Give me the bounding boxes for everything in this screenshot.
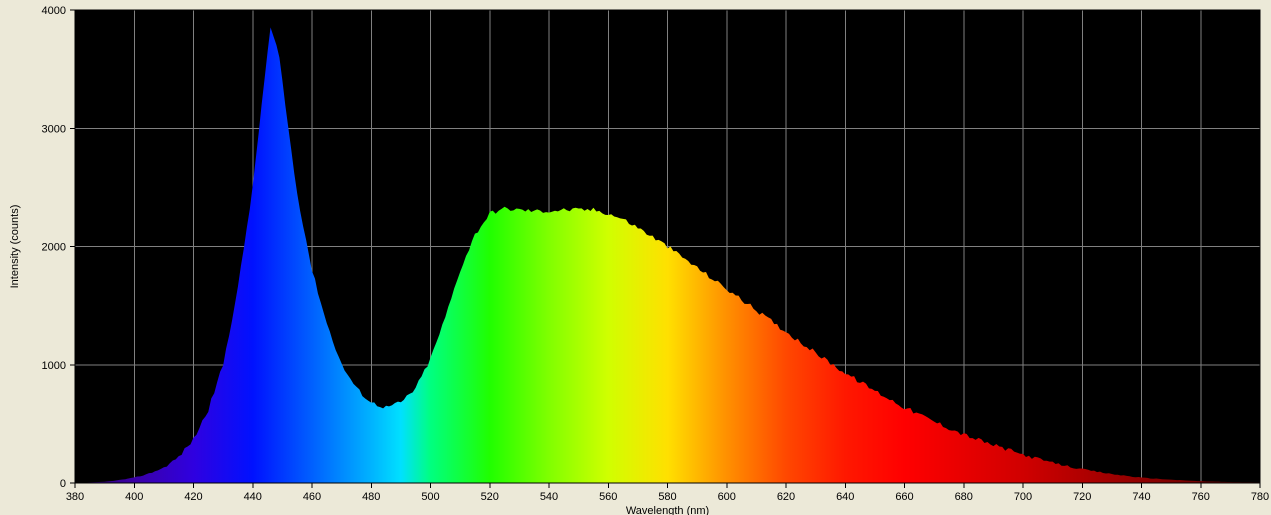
y-tick-label: 3000 bbox=[42, 123, 66, 135]
spectrum-chart: 380 400 420 440 460 480 500 520 540 560 580 600 620 6… bbox=[0, 0, 1271, 515]
x-tick-label: 420 bbox=[184, 491, 202, 503]
x-axis-title: Wavelength (nm) bbox=[626, 505, 709, 515]
x-tick-label: 740 bbox=[1132, 491, 1150, 503]
y-tick-label: 2000 bbox=[42, 242, 66, 254]
x-tick-label: 780 bbox=[1251, 491, 1269, 503]
x-tick-label: 560 bbox=[599, 491, 617, 503]
x-tick-label: 760 bbox=[1192, 491, 1210, 503]
x-tick-label: 540 bbox=[540, 491, 558, 503]
y-tick-label: 4000 bbox=[42, 5, 66, 17]
x-tick-label: 600 bbox=[718, 491, 736, 503]
x-tick-label: 700 bbox=[1014, 491, 1032, 503]
x-tick-label: 580 bbox=[658, 491, 676, 503]
x-tick-label: 620 bbox=[777, 491, 795, 503]
spectrum-svg: 380 400 420 440 460 480 500 520 540 560 580 600 620 6… bbox=[0, 0, 1271, 515]
x-tick-label: 480 bbox=[362, 491, 380, 503]
x-tick-label: 720 bbox=[1073, 491, 1091, 503]
x-tick-label: 440 bbox=[244, 491, 262, 503]
y-tick-label: 1000 bbox=[42, 360, 66, 372]
x-tick-label: 460 bbox=[303, 491, 321, 503]
x-tick-label: 380 bbox=[66, 491, 84, 503]
x-tick-label: 660 bbox=[895, 491, 913, 503]
x-tick-label: 400 bbox=[125, 491, 143, 503]
x-tick-label: 500 bbox=[421, 491, 439, 503]
x-tick-label: 680 bbox=[955, 491, 973, 503]
x-tick-label: 640 bbox=[836, 491, 854, 503]
y-axis-title: Intensity (counts) bbox=[9, 205, 21, 289]
x-tick-label: 520 bbox=[481, 491, 499, 503]
y-tick-label: 0 bbox=[60, 478, 66, 490]
